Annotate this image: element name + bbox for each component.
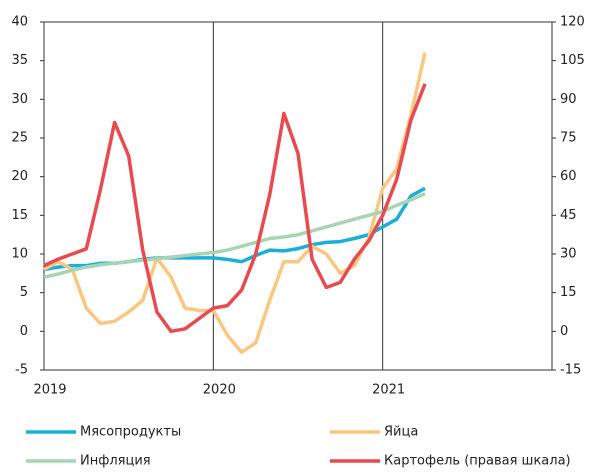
y2-tick-label: 105 xyxy=(560,53,585,68)
y2-tick-label: 30 xyxy=(560,247,577,262)
legend-label: Мясопродукты xyxy=(80,425,181,440)
y-tick-label: 40 xyxy=(11,15,28,30)
legend-label: Инфляция xyxy=(80,454,151,469)
y-tick-label: -5 xyxy=(15,363,28,378)
y2-tick-label: 60 xyxy=(560,169,577,184)
series-line xyxy=(43,192,426,279)
y-tick-label: 20 xyxy=(11,169,28,184)
y-tick-label: 35 xyxy=(11,53,28,68)
y2-tick-label: 75 xyxy=(560,131,577,146)
y2-tick-label: 0 xyxy=(560,324,568,339)
x-tick-label: 2020 xyxy=(203,383,236,398)
y2-tick-label: 120 xyxy=(560,15,585,30)
y2-tick-label: 90 xyxy=(560,92,577,107)
y-tick-label: 5 xyxy=(20,285,28,300)
y2-tick-label: 15 xyxy=(560,285,577,300)
series-line xyxy=(43,52,427,354)
y2-tick-label: 45 xyxy=(560,208,577,223)
y-tick-label: 25 xyxy=(11,131,28,146)
legend-label: Яйца xyxy=(384,425,418,440)
y-tick-label: 0 xyxy=(20,324,28,339)
y-tick-label: 10 xyxy=(11,247,28,262)
x-tick-label: 2021 xyxy=(372,383,405,398)
x-tick-label: 2019 xyxy=(33,383,66,398)
y2-tick-label: -15 xyxy=(560,363,581,378)
legend-label: Картофель (правая шкала) xyxy=(384,454,571,469)
series-line xyxy=(43,83,427,334)
y-tick-label: 15 xyxy=(11,208,28,223)
series-line xyxy=(43,186,426,272)
y-tick-label: 30 xyxy=(11,92,28,107)
